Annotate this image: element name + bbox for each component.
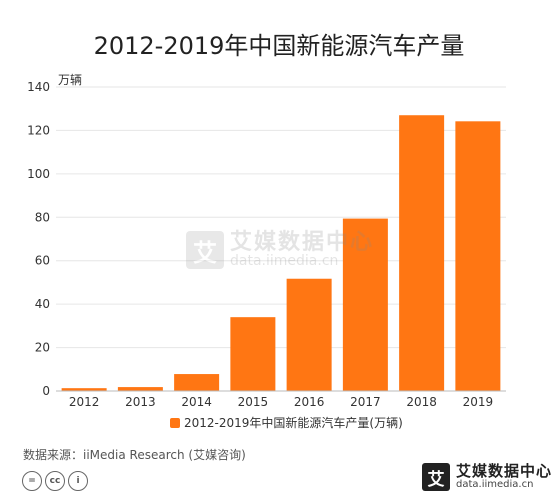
x-tick-label: 2014 — [181, 395, 212, 409]
y-tick-label: 20 — [35, 341, 50, 355]
x-axis: 2012 2013 2014 2015 2016 2017 2018 2019 — [56, 390, 506, 409]
brand-name: 艾媒数据中心 — [455, 461, 552, 480]
legend: 2012-2019年中国新能源汽车产量(万辆) — [170, 415, 403, 430]
x-tick-label: 2013 — [125, 395, 156, 409]
y-axis: 0 20 40 60 80 100 120 140 — [27, 80, 50, 398]
bar-2012 — [61, 388, 107, 391]
y-tick-label: 60 — [35, 254, 50, 268]
y-axis-unit-label: 万辆 — [58, 73, 82, 87]
x-tick-label: 2015 — [238, 395, 269, 409]
y-tick-label: 80 — [35, 210, 50, 224]
bars — [61, 115, 501, 392]
y-tick-label: 100 — [27, 167, 50, 181]
brand-logo-icon: 艾 — [421, 463, 450, 491]
y-tick-label: 120 — [27, 123, 50, 137]
bar-2017 — [342, 218, 388, 391]
x-tick-label: 2016 — [294, 395, 325, 409]
x-tick-label: 2012 — [69, 395, 100, 409]
y-tick-label: 0 — [42, 384, 50, 398]
y-tick-label: 140 — [27, 80, 50, 94]
brand-url: data.iimedia.cn — [455, 478, 534, 490]
license-icons: = cc i — [22, 471, 88, 491]
bar-2019 — [455, 121, 501, 392]
cc-attribution-icon: i — [68, 471, 88, 491]
brand-block: 艾 艾媒数据中心 data.iimedia.cn — [421, 461, 552, 491]
watermark: 艾 艾媒数据中心 data.iimedia.cn — [186, 231, 374, 269]
bar-2013 — [117, 387, 163, 391]
cc-noderivs-icon: = — [22, 471, 42, 491]
x-tick-label: 2017 — [350, 395, 381, 409]
y-tick-label: 40 — [35, 297, 50, 311]
watermark-url: data.iimedia.cn — [230, 253, 339, 270]
cc-license-icon: cc — [45, 471, 65, 491]
watermark-logo-icon: 艾 — [186, 231, 224, 269]
watermark-name: 艾媒数据中心 — [230, 230, 375, 256]
bar-2015 — [230, 317, 276, 391]
bar-2018 — [399, 115, 445, 391]
chart-title: 2012-2019年中国新能源汽车产量 — [93, 32, 465, 60]
x-tick-label: 2019 — [463, 395, 494, 409]
source-note: 数据来源：iiMedia Research (艾媒咨询) — [23, 448, 246, 462]
x-tick-label: 2018 — [406, 395, 437, 409]
bar-2016 — [286, 278, 332, 391]
legend-swatch — [170, 418, 180, 428]
bar-2014 — [174, 374, 220, 391]
legend-label: 2012-2019年中国新能源汽车产量(万辆) — [184, 415, 403, 430]
